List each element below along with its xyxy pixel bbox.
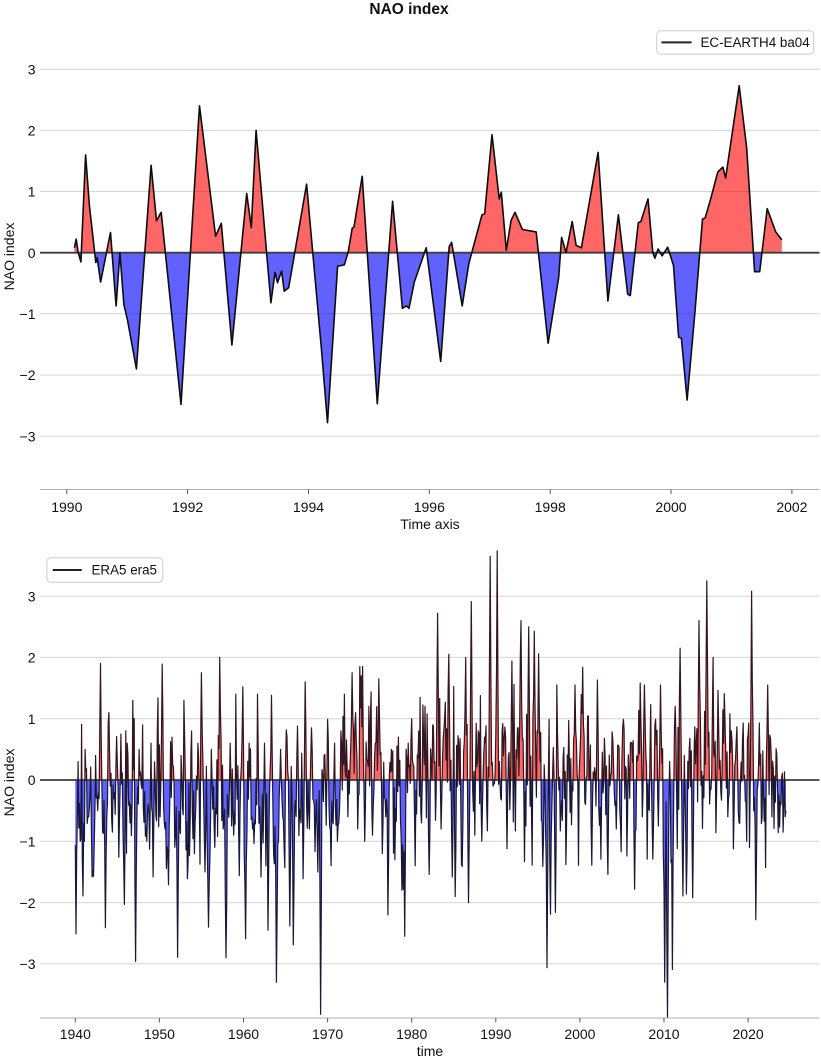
svg-text:1998: 1998 [535,499,566,515]
svg-text:3: 3 [28,588,36,604]
svg-text:1: 1 [28,184,36,200]
svg-text:2000: 2000 [655,499,686,515]
svg-text:1990: 1990 [480,1026,511,1042]
svg-text:1996: 1996 [414,499,445,515]
svg-text:−1: −1 [20,306,36,322]
svg-text:−3: −3 [20,428,36,444]
svg-text:−2: −2 [20,895,36,911]
svg-text:1940: 1940 [60,1026,91,1042]
svg-text:1992: 1992 [172,499,203,515]
svg-text:NAO index: NAO index [1,223,17,291]
svg-text:0: 0 [28,245,36,261]
svg-text:time: time [417,1043,444,1058]
svg-text:EC-EARTH4 ba04: EC-EARTH4 ba04 [701,35,811,50]
svg-text:ERA5 era5: ERA5 era5 [92,563,158,578]
svg-text:0: 0 [28,772,36,788]
svg-text:2020: 2020 [733,1026,764,1042]
svg-text:NAO index: NAO index [1,749,17,817]
svg-text:2010: 2010 [648,1026,679,1042]
svg-text:3: 3 [28,62,36,78]
svg-text:−1: −1 [20,834,36,850]
svg-text:2: 2 [28,123,36,139]
svg-text:−2: −2 [20,367,36,383]
svg-text:1980: 1980 [396,1026,427,1042]
svg-text:1970: 1970 [312,1026,343,1042]
svg-text:2002: 2002 [776,499,807,515]
svg-text:1990: 1990 [51,499,82,515]
svg-text:1994: 1994 [293,499,324,515]
svg-text:1: 1 [28,711,36,727]
svg-text:2: 2 [28,650,36,666]
svg-text:−3: −3 [20,956,36,972]
svg-text:1950: 1950 [144,1026,175,1042]
svg-text:Time axis: Time axis [400,516,459,532]
svg-text:1960: 1960 [228,1026,259,1042]
svg-text:NAO index: NAO index [369,1,449,18]
svg-text:2000: 2000 [564,1026,595,1042]
